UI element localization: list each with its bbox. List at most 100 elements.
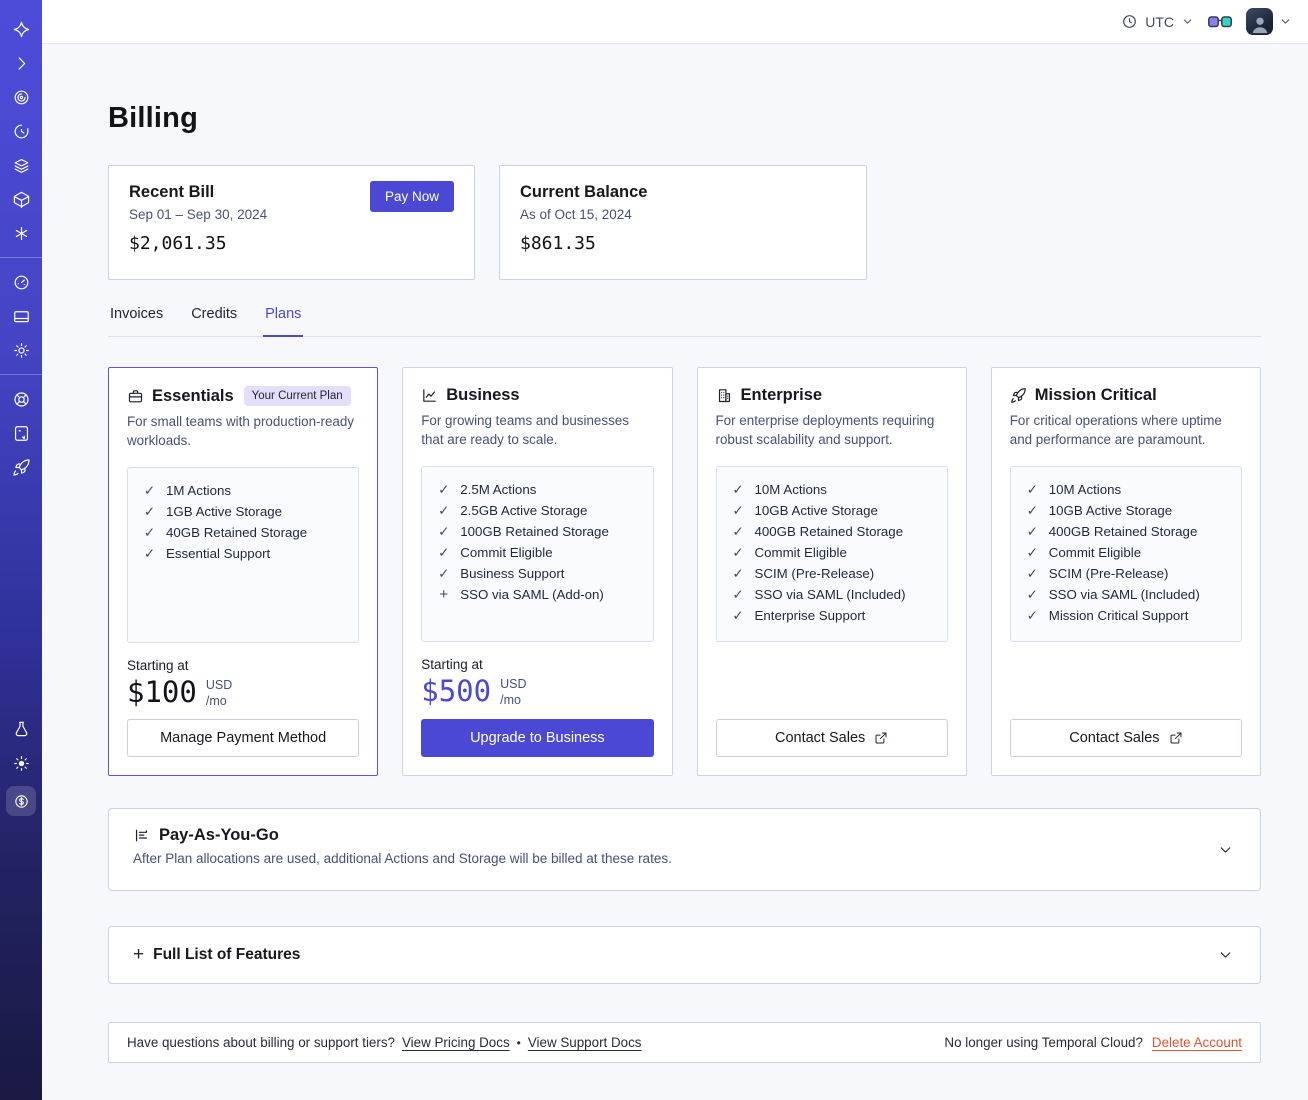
check-icon: ✓	[732, 587, 744, 602]
recent-bill-card: Recent Bill Sep 01 – Sep 30, 2024 $2,061…	[108, 165, 475, 280]
price-period: /mo	[205, 693, 227, 708]
check-icon: ✓	[143, 504, 156, 519]
plan-name: Mission Critical	[1034, 386, 1157, 404]
price-amount: $500	[421, 674, 492, 708]
check-icon: ✓	[1026, 587, 1038, 602]
feature-item: ✓ Enterprise Support	[731, 605, 933, 626]
feature-label: SSO via SAML (Included)	[754, 587, 906, 602]
schedules-icon[interactable]	[0, 114, 42, 148]
delete-account-link[interactable]: Delete Account	[1151, 1035, 1242, 1050]
recent-bill-amount: $2,061.35	[129, 233, 227, 254]
recent-bill-title: Recent Bill	[129, 183, 215, 201]
billing-card-icon[interactable]	[0, 299, 42, 333]
feature-label: Enterprise Support	[754, 608, 866, 623]
sidebar	[0, 0, 42, 1100]
timezone-selector[interactable]: UTC	[1121, 13, 1194, 30]
current-balance-asof: As of Oct 15, 2024	[520, 207, 632, 222]
feature-label: SSO via SAML (Add-on)	[460, 587, 604, 602]
current-balance-amount: $861.35	[520, 233, 596, 254]
getting-started-rocket-icon[interactable]	[0, 450, 42, 484]
deployments-cube-icon[interactable]	[0, 182, 42, 216]
check-icon: ✓	[1026, 503, 1038, 518]
feature-label: 400GB Retained Storage	[1048, 524, 1198, 539]
support-lifebuoy-icon[interactable]	[0, 382, 42, 416]
check-icon: ✓	[143, 483, 156, 498]
feature-label: 10M Actions	[1048, 482, 1122, 497]
billing-active-coin-icon[interactable]	[6, 786, 36, 816]
user-menu[interactable]	[1246, 8, 1292, 35]
upgrade-to-business-button[interactable]: Upgrade to Business	[421, 719, 654, 757]
feature-item: ✓ Business Support	[436, 563, 638, 584]
top-bar: UTC	[42, 0, 1308, 44]
contact-sales-button[interactable]: Contact Sales	[715, 719, 948, 757]
dot-separator: •	[516, 1035, 521, 1050]
feature-label: 40GB Retained Storage	[166, 525, 308, 540]
feature-label: Commit Eligible	[460, 545, 553, 560]
feature-label: SCIM (Pre-Release)	[1048, 566, 1169, 581]
view-pricing-docs-link[interactable]: View Pricing Docs	[401, 1035, 510, 1050]
feature-item: ✓ 400GB Retained Storage	[731, 521, 933, 542]
cta-label: Contact Sales	[774, 730, 866, 746]
feature-label: Commit Eligible	[1048, 545, 1142, 560]
pay-now-button[interactable]: Pay Now	[369, 181, 454, 212]
pay-as-you-go-accordion[interactable]: Pay-As-You-Go After Plan allocations are…	[108, 808, 1261, 891]
check-icon: ✓	[1026, 545, 1038, 560]
namespaces-icon[interactable]	[0, 80, 42, 114]
check-icon: ✓	[438, 482, 450, 497]
plan-description: For growing teams and businesses that ar…	[421, 413, 629, 448]
feature-label: SCIM (Pre-Release)	[754, 566, 875, 581]
check-icon: ✓	[1026, 566, 1038, 581]
temporal-logo-icon[interactable]	[0, 12, 42, 46]
check-icon: ✓	[732, 482, 744, 497]
billing-tabs: Invoices Credits Plans	[108, 306, 1261, 337]
cta-label: Contact Sales	[1069, 730, 1160, 746]
feature-item: ✓ Mission Critical Support	[1025, 605, 1227, 626]
plans-row: Essentials Your Current Plan For small t…	[108, 367, 1261, 776]
plan-description: For critical operations where uptime and…	[1009, 413, 1222, 448]
expand-chevron-icon[interactable]	[0, 46, 42, 80]
manage-payment-method-button[interactable]: Manage Payment Method	[127, 719, 360, 757]
full-feature-list-accordion[interactable]: + Full List of Features	[108, 926, 1261, 984]
sidebar-divider	[0, 374, 42, 375]
usage-gauge-icon[interactable]	[0, 265, 42, 299]
rocket-icon	[1010, 388, 1026, 403]
building-icon	[718, 389, 730, 403]
contact-sales-button[interactable]: Contact Sales	[1009, 719, 1242, 757]
price-currency: USD	[500, 677, 527, 691]
feature-label: 1M Actions	[166, 483, 232, 498]
theme-sun-icon[interactable]	[0, 746, 42, 780]
timezone-label: UTC	[1145, 13, 1174, 30]
avatar	[1246, 8, 1273, 35]
check-icon: ✓	[1026, 524, 1038, 539]
plus-icon: +	[439, 586, 449, 603]
plan-card-mission-critical: Mission Critical For critical operations…	[990, 367, 1261, 776]
view-support-docs-link[interactable]: View Support Docs	[527, 1035, 642, 1050]
check-icon: ✓	[732, 608, 744, 623]
feature-item: ✓ 2.5GB Active Storage	[436, 500, 638, 521]
tab-invoices[interactable]: Invoices	[110, 306, 164, 322]
tab-plans[interactable]: Plans	[263, 306, 304, 337]
plan-name: Essentials	[152, 386, 234, 405]
cta-label: Manage Payment Method	[160, 730, 327, 746]
feedback-glasses-icon[interactable]	[1208, 14, 1232, 30]
settings-gear-icon[interactable]	[0, 333, 42, 367]
feature-item: ✓ 10GB Active Storage	[1025, 500, 1227, 521]
labs-flask-icon[interactable]	[0, 712, 42, 746]
feature-label: 2.5M Actions	[460, 482, 537, 497]
nexus-asterisk-icon[interactable]	[0, 216, 42, 250]
feature-item: ✓ SCIM (Pre-Release)	[1025, 563, 1227, 584]
price-prefix: Starting at	[421, 657, 483, 672]
feature-item: ✓ 40GB Retained Storage	[142, 522, 344, 543]
recent-bill-period: Sep 01 – Sep 30, 2024	[129, 207, 268, 222]
chevron-down-icon	[1217, 841, 1234, 858]
tab-credits[interactable]: Credits	[191, 306, 238, 322]
feature-item: ✓ 10M Actions	[731, 479, 933, 500]
chevron-down-icon	[1183, 19, 1192, 24]
plan-feature-list: ✓ 1M Actions ✓ 1GB Active Storage ✓ 40GB Reta…	[127, 467, 360, 643]
docs-book-icon[interactable]	[0, 416, 42, 450]
page-title: Billing	[108, 102, 199, 134]
feature-label: 400GB Retained Storage	[754, 524, 904, 539]
external-link-icon	[1170, 732, 1181, 744]
footer-question: Have questions about billing or support …	[127, 1035, 395, 1050]
layers-icon[interactable]	[0, 148, 42, 182]
